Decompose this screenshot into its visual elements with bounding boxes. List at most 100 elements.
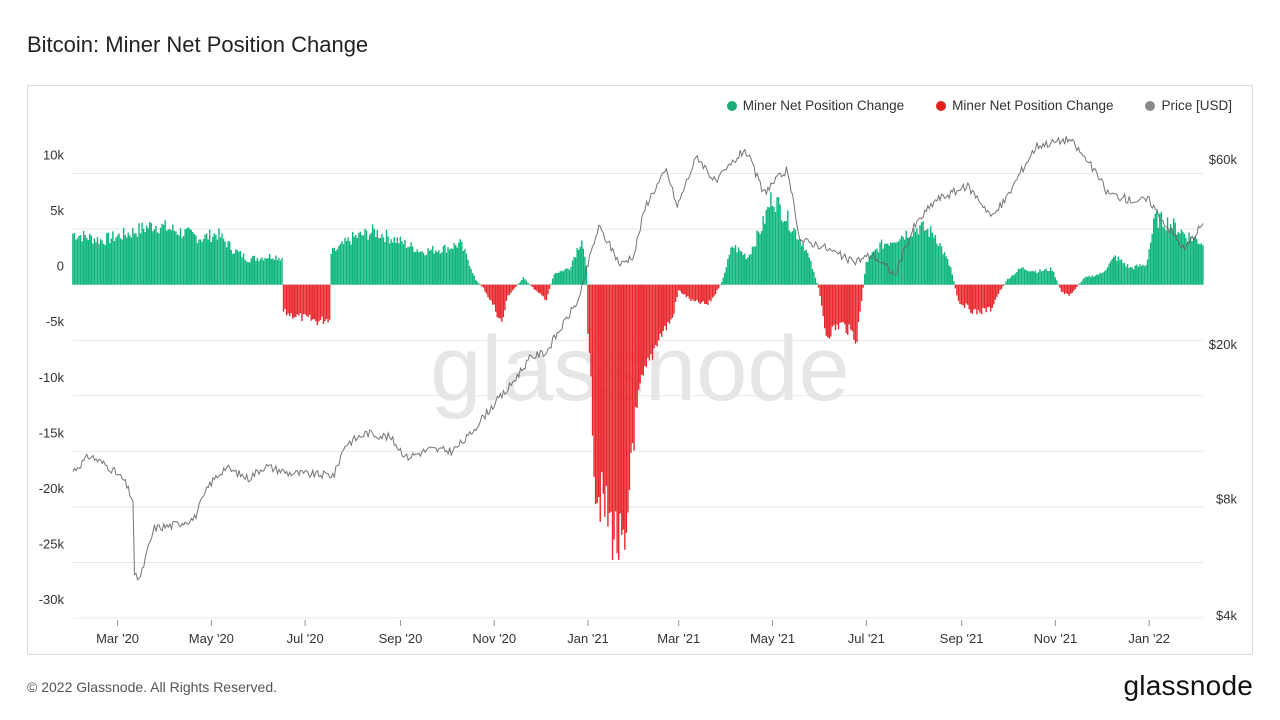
bar [771, 205, 774, 285]
bar [310, 284, 312, 321]
bar [957, 284, 960, 301]
bar [315, 284, 317, 322]
bar [376, 229, 379, 285]
x-tick-label: Mar '20 [96, 631, 139, 646]
bar [418, 252, 420, 285]
bar [899, 239, 901, 285]
bar [779, 204, 781, 285]
bar [335, 251, 337, 285]
bar [834, 284, 837, 331]
bar [222, 238, 225, 285]
legend-item-negative[interactable]: Miner Net Position Change [936, 98, 1113, 113]
bar [573, 257, 575, 285]
bar [922, 221, 924, 285]
bar [999, 284, 1001, 291]
bar [1059, 284, 1061, 288]
bar [890, 242, 892, 285]
bar [121, 239, 123, 285]
bar [461, 241, 463, 285]
bar [189, 228, 191, 285]
bar [1093, 276, 1095, 285]
legend-item-price[interactable]: Price [USD] [1145, 98, 1232, 113]
bar [1117, 256, 1120, 285]
bar [1199, 244, 1201, 285]
bar [667, 284, 669, 322]
bar [87, 239, 89, 285]
bar [1133, 269, 1135, 285]
legend-item-positive[interactable]: Miner Net Position Change [726, 98, 904, 113]
bar [1040, 271, 1043, 285]
bar [1182, 231, 1184, 285]
bar [1056, 280, 1058, 285]
bar [587, 284, 589, 334]
bar [345, 240, 348, 285]
bar [874, 249, 877, 285]
bar [1016, 271, 1018, 285]
bar [657, 284, 660, 341]
bar [662, 284, 664, 331]
bar [601, 284, 603, 473]
bar [252, 256, 254, 285]
bar [831, 284, 834, 327]
bar [776, 197, 778, 285]
bar [236, 250, 239, 285]
bar [739, 250, 741, 285]
bar [910, 236, 912, 285]
bar [833, 284, 835, 326]
bar [156, 232, 159, 285]
bar [415, 251, 417, 285]
bar [596, 284, 598, 504]
x-tick-label: Nov '20 [472, 631, 516, 646]
bar [379, 237, 382, 285]
bar [1137, 266, 1140, 285]
bar [502, 284, 505, 318]
bar [176, 234, 179, 285]
chart-title: Bitcoin: Miner Net Position Change [27, 32, 369, 57]
bar [1202, 245, 1204, 285]
bar [207, 239, 209, 285]
bar [185, 228, 188, 285]
bar [373, 228, 375, 285]
bar [508, 284, 511, 295]
bar [322, 284, 325, 324]
bar [109, 243, 111, 285]
bar [691, 284, 694, 300]
bar [1002, 284, 1004, 287]
bar [161, 223, 163, 285]
bar [551, 278, 554, 285]
bar [564, 269, 566, 285]
bar [571, 260, 574, 285]
bar [299, 284, 302, 314]
bar [993, 284, 995, 305]
bar [441, 252, 443, 285]
bar [115, 237, 117, 285]
bar [788, 230, 791, 285]
bar [568, 269, 571, 285]
bar [90, 235, 93, 285]
bar [914, 231, 917, 285]
bar [165, 230, 168, 285]
bar [956, 284, 958, 296]
bar [842, 284, 844, 323]
bar [857, 284, 860, 323]
y-tick-label: -20k [39, 481, 65, 496]
bar [178, 235, 180, 285]
bar [980, 284, 983, 315]
bar [784, 221, 786, 285]
bar [267, 258, 269, 285]
bar [590, 284, 592, 377]
bar [75, 239, 77, 285]
bar [996, 284, 998, 297]
bar [1005, 281, 1007, 285]
brand-logo[interactable]: glassnode [1123, 670, 1253, 701]
bar [1071, 284, 1073, 293]
bar [1065, 284, 1067, 294]
bar [716, 284, 718, 291]
y-tick-label: -15k [39, 425, 65, 440]
bar [760, 231, 763, 285]
bar [78, 235, 80, 285]
bar [1074, 284, 1076, 289]
bar [275, 255, 277, 285]
bar [1106, 267, 1109, 285]
bar [1126, 263, 1129, 285]
